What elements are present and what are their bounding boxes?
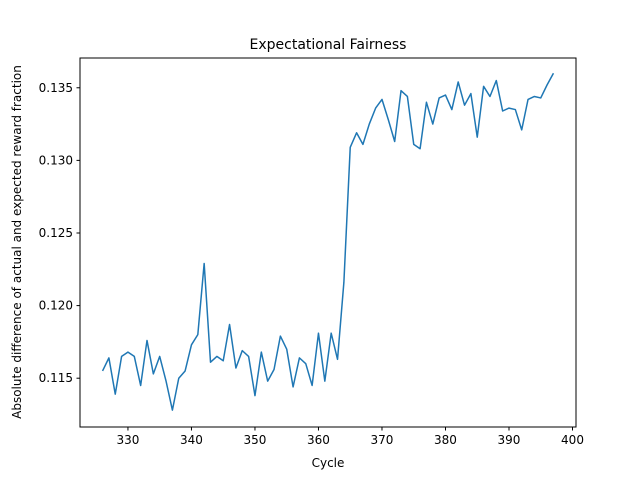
x-tick-label: 340: [180, 433, 203, 447]
axes-frame: [79, 57, 577, 428]
y-tick-label: 0.130: [39, 153, 73, 167]
y-tick-label: 0.115: [39, 371, 73, 385]
x-tick-label: 370: [371, 433, 394, 447]
x-tick-label: 380: [434, 433, 457, 447]
plot-area: [101, 72, 555, 411]
x-tick-label: 350: [244, 433, 267, 447]
x-tick-label: 390: [498, 433, 521, 447]
x-tick-label: 400: [561, 433, 584, 447]
x-axis-label: Cycle: [312, 456, 345, 470]
y-axis: 0.115 0.120 0.125 0.130 0.135: [39, 81, 80, 385]
x-axis: 330 340 350 360 370 380 390 400: [116, 427, 584, 447]
chart-title: Expectational Fairness: [250, 37, 407, 53]
y-tick-label: 0.120: [39, 299, 73, 313]
y-tick-label: 0.125: [39, 226, 73, 240]
x-tick-label: 360: [307, 433, 330, 447]
series-line: [101, 72, 555, 411]
y-axis-label: Absolute difference of actual and expect…: [10, 65, 24, 419]
x-tick-label: 330: [116, 433, 139, 447]
y-tick-label: 0.135: [39, 81, 73, 95]
